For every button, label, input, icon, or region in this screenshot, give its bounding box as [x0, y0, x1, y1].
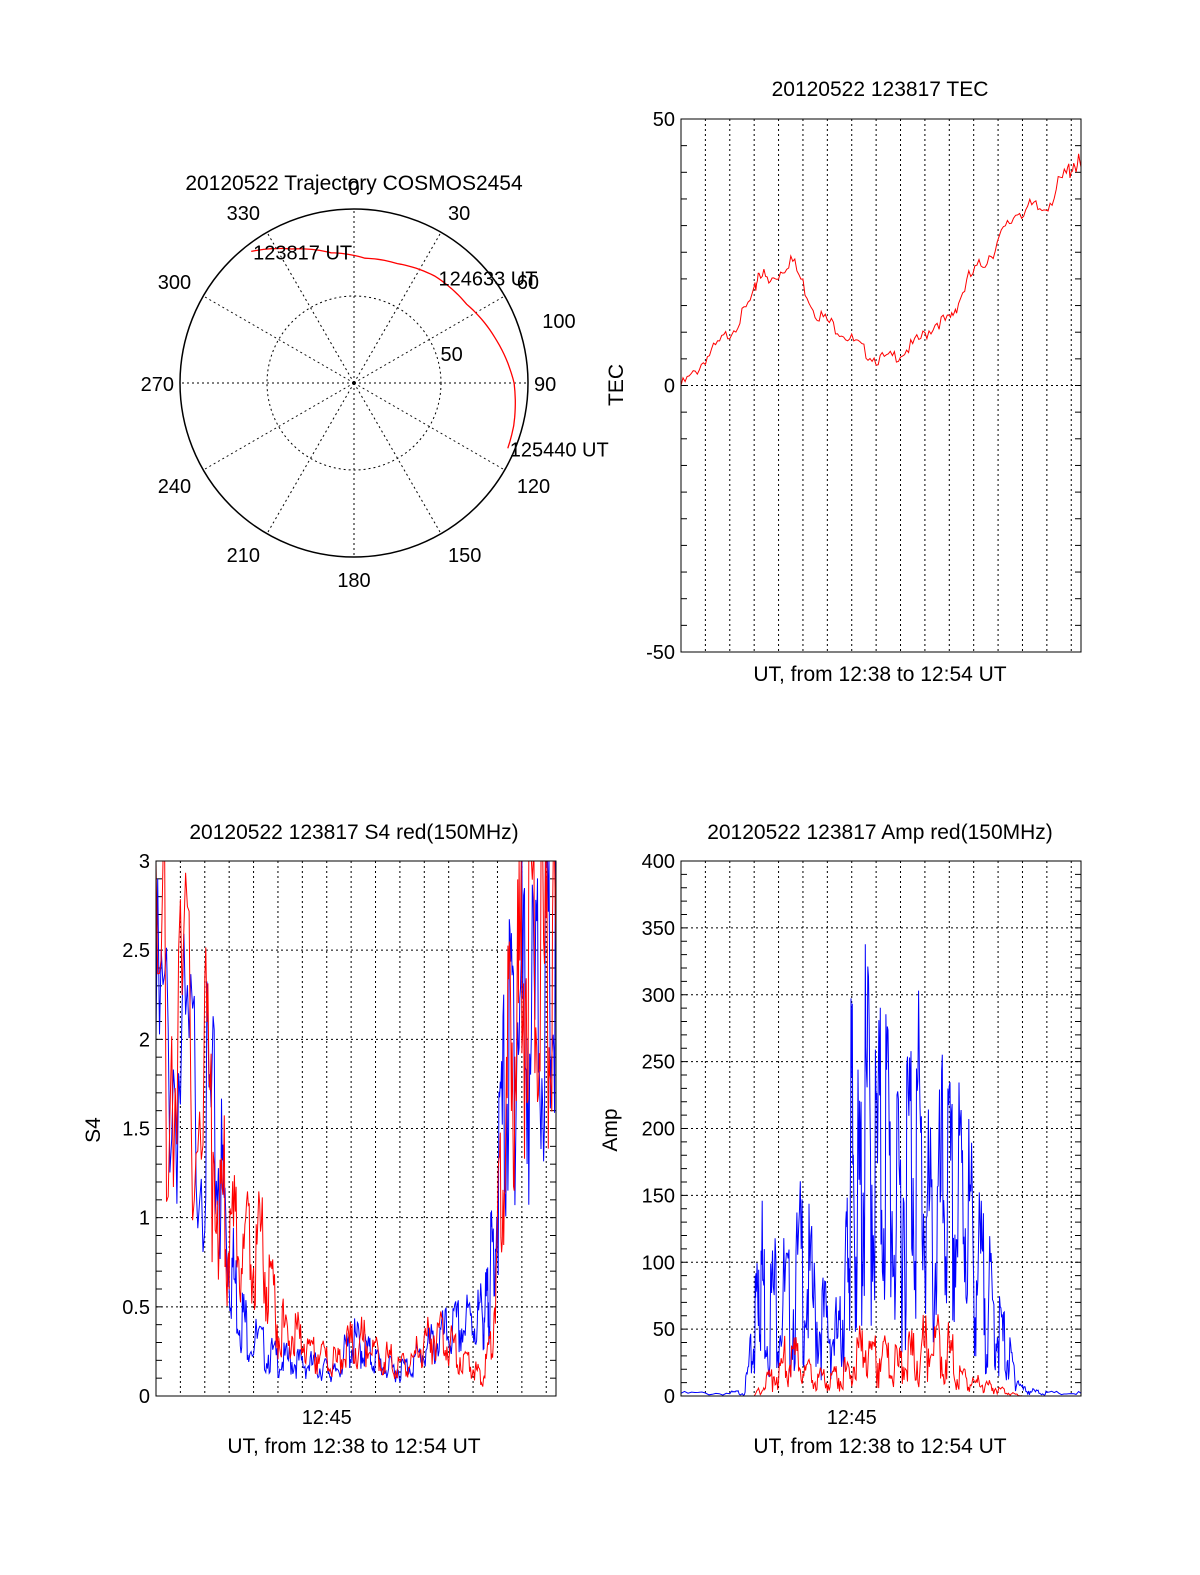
s4-x-tick-label: 12:45 [302, 1407, 352, 1429]
s4-y-tick-label: 0 [139, 1386, 150, 1408]
polar-spoke-120 [353, 382, 505, 471]
trajectory-time-annotation: 125440 UT [510, 439, 609, 461]
amp-y-tick-label: 350 [642, 918, 675, 940]
s4-y-tick-label: 2 [139, 1029, 150, 1051]
polar-angle-label-60: 60 [517, 272, 539, 294]
tec-plot-frame [680, 118, 1082, 653]
polar-angle-label-210: 210 [227, 545, 260, 567]
trajectory-polar-chart: 20120522 Trajectory COSMOS2454 0 30 60 90 12… [141, 172, 609, 592]
s4-y-tick-label: 0.5 [122, 1297, 150, 1319]
amp-y-tick-label: 100 [642, 1252, 675, 1274]
amp-x-axis-label: UT, from 12:38 to 12:54 UT [753, 1435, 1006, 1458]
polar-angle-label-180: 180 [337, 570, 370, 592]
tec-line-chart: 20120522 123817 TEC UT, from 12:38 to 12… [605, 78, 1082, 686]
amp-y-axis-label: Amp [599, 1108, 622, 1151]
tec-chart-title: 20120522 123817 TEC [772, 78, 989, 101]
tec-x-axis-label: UT, from 12:38 to 12:54 UT [753, 663, 1006, 686]
amp-x-tick-label: 12:45 [827, 1407, 877, 1429]
polar-angle-label-330: 330 [227, 203, 260, 225]
amp-y-tick-label: 200 [642, 1119, 675, 1141]
tec-y-tick-label: 0 [664, 376, 675, 398]
amp-y-tick-label: 400 [642, 851, 675, 873]
trajectory-time-annotation: 124633 UT [438, 268, 537, 290]
amp-y-tick-label: 300 [642, 985, 675, 1007]
amp-y-tick-label: 50 [653, 1319, 675, 1341]
amp-series-0 [680, 944, 1082, 1396]
polar-spoke-240 [203, 382, 355, 471]
s4-plot-frame [155, 860, 557, 1397]
s4-y-tick-label: 1.5 [122, 1119, 150, 1141]
polar-outer-circle [179, 208, 529, 558]
s4-y-tick-label: 2.5 [122, 940, 150, 962]
polar-spoke-330 [266, 232, 355, 384]
polar-radius-label-100: 100 [542, 311, 575, 333]
polar-angle-label-120: 120 [517, 476, 550, 498]
amp-series-1 [681, 1314, 1081, 1397]
amp-y-tick-label: 150 [642, 1185, 675, 1207]
polar-spoke-30 [353, 232, 442, 384]
polar-spoke-150 [353, 382, 442, 534]
s4-series-0 [155, 860, 557, 1383]
s4-y-axis-label: S4 [82, 1117, 105, 1143]
s4-y-tick-label: 1 [139, 1208, 150, 1230]
amp-chart-title: 20120522 123817 Amp red(150MHz) [707, 821, 1053, 844]
polar-spoke-60 [353, 295, 505, 384]
polar-angle-label-90: 90 [534, 374, 556, 396]
s4-series-1 [155, 860, 557, 1387]
trajectory-time-annotation: 123817 UT [253, 242, 352, 264]
s4-x-axis-label: UT, from 12:38 to 12:54 UT [227, 1435, 480, 1458]
s4-line-chart: 20120522 123817 S4 red(150MHz) UT, from … [82, 821, 557, 1458]
polar-angle-label-30: 30 [448, 203, 470, 225]
trajectory-track-line [251, 247, 516, 449]
tec-series-0 [680, 153, 1082, 386]
tec-y-tick-label: -50 [646, 642, 675, 664]
s4-chart-title: 20120522 123817 S4 red(150MHz) [189, 821, 518, 844]
amp-line-chart: 20120522 123817 Amp red(150MHz) UT, from… [599, 821, 1082, 1458]
tec-y-tick-label: 50 [653, 109, 675, 131]
polar-angle-label-240: 240 [158, 476, 191, 498]
s4-y-tick-label: 3 [139, 851, 150, 873]
polar-angle-label-300: 300 [158, 272, 191, 294]
polar-spoke-210 [266, 382, 355, 534]
polar-angle-label-270: 270 [141, 374, 174, 396]
polar-radius-label-50: 50 [441, 344, 463, 366]
amp-plot-frame [680, 860, 1082, 1397]
polar-angle-label-150: 150 [448, 545, 481, 567]
polar-spoke-300 [203, 295, 355, 384]
polar-angle-label-0: 0 [348, 178, 359, 200]
amp-y-tick-label: 0 [664, 1386, 675, 1408]
tec-y-axis-label: TEC [605, 364, 628, 406]
trajectory-chart-title: 20120522 Trajectory COSMOS2454 [185, 172, 523, 195]
amp-y-tick-label: 250 [642, 1052, 675, 1074]
